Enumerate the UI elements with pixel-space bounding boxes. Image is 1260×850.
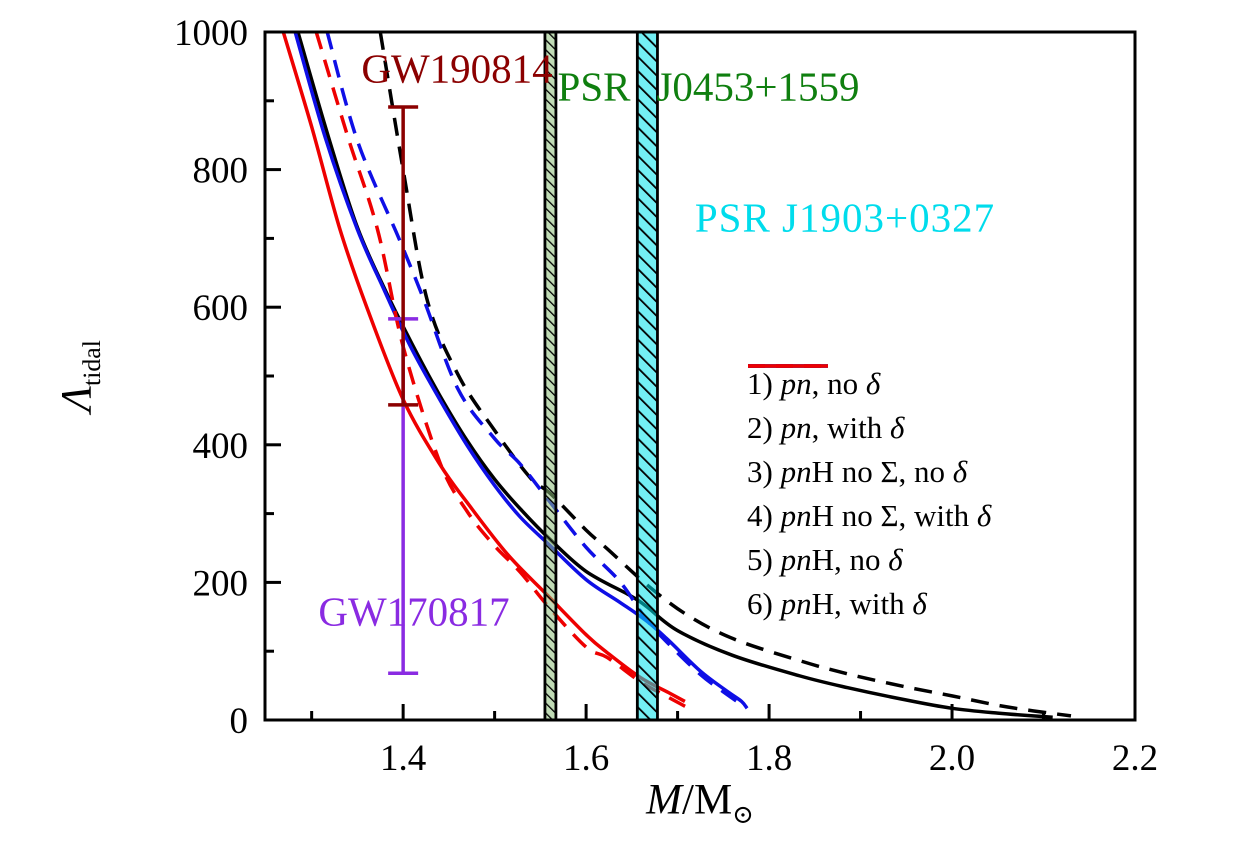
x-axis-title: M/M⊙ [646,776,754,829]
legend: 1) pn, no δ 2) pn, with δ 3) pnH no Σ, no … [747,361,991,625]
x-tick-label: 2.2 [1112,738,1158,779]
y-tick-label: 0 [230,701,249,742]
legend-item: 6) pnH, with δ [747,364,991,625]
mass-band-2 [637,32,658,720]
y-axis-title: Λtidal [53,340,106,412]
legend-line-sample [748,364,828,368]
legend-item: 5) pnH, no δ [747,364,991,581]
legend-item: 2) pn, with δ [747,364,991,449]
curve-2 [378,31,1072,718]
bands-layer [543,30,659,722]
y-tick-label: 400 [193,426,249,467]
curves-layer [281,31,1072,719]
legend-item: 3) pnH no Σ, no δ [747,364,991,493]
x-tick-label: 1.8 [746,738,792,779]
annotation-psr-j0453-word1: PSR [557,63,631,110]
errorbar-gw190814 [388,105,419,407]
y-tick-label: 800 [193,151,249,192]
legend-item-label: 1) pn, no δ [747,365,881,401]
curve-3 [293,31,749,710]
x-tick-label: 2.0 [929,738,975,779]
axes-frame-layer [263,30,1137,722]
tick-labels-layer: 1.4 1.6 1.8 2.0 2.2 0 200 400 600 800 1000 [174,13,1158,779]
curve-5 [281,31,686,703]
legend-item-label: 5) pnH, no δ [747,541,903,577]
legend-item-label: 6) pnH, with δ [747,585,927,621]
curve-4 [325,31,741,705]
y-tick-label: 1000 [174,13,248,54]
annotation-gw170817: GW170817 [318,588,510,635]
y-tick-label: 600 [193,288,249,329]
legend-item-label: 4) pnH no Σ, with δ [747,497,992,533]
annotation-psr-j0453-word2: J0453+1559 [656,63,860,110]
errorbars-layer [388,105,419,675]
x-tick-label: 1.6 [563,738,609,779]
annotation-gw190814: GW190814 [361,45,553,92]
legend-item-label: 3) pnH no Σ, no δ [747,453,968,489]
legend-item: 4) pnH no Σ, with δ [747,364,992,537]
y-tick-label: 200 [193,563,249,604]
curve-6 [314,31,689,710]
x-tick-label: 1.4 [380,738,426,779]
legend-item-label: 2) pn, with δ [747,409,905,445]
annotation-psr-j1903: PSR J1903+0327 [694,194,996,241]
mass-band-1 [544,32,556,720]
